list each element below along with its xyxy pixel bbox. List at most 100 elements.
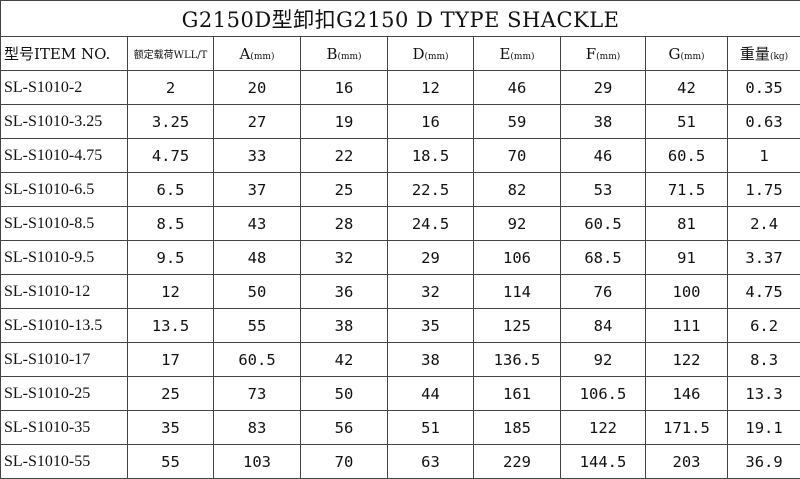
- value-cell: 106.5: [560, 376, 646, 411]
- value-cell: 16: [300, 70, 388, 105]
- value-cell: 136.5: [473, 342, 561, 377]
- value-cell: 48: [213, 240, 301, 275]
- value-cell: 82: [473, 172, 561, 207]
- header-row: 型号ITEM NO. 额定载荷WLL/T A(mm) B(mm) D(mm) E(mm) F…: [0, 36, 800, 71]
- value-cell: 36.9: [726, 444, 800, 479]
- value-cell: 55: [127, 444, 214, 479]
- value-cell: 37: [213, 172, 301, 207]
- value-cell: 32: [387, 274, 474, 309]
- value-cell: 1: [726, 138, 800, 173]
- value-cell: 4.75: [726, 274, 800, 309]
- column-header-label: 额定载荷WLL/T: [133, 50, 208, 61]
- value-cell: 91: [645, 240, 728, 275]
- value-cell: 13.5: [127, 308, 214, 343]
- value-cell: 111: [645, 308, 728, 343]
- value-cell: 2: [127, 70, 214, 105]
- column-header-label: F: [585, 44, 597, 63]
- column-header: 额定载荷WLL/T: [127, 36, 214, 71]
- value-cell: 3.25: [127, 104, 214, 139]
- table-body: SL-S1010-2 2 20 16 12 46 29 42 0.35 SL-S1010-3.25…: [0, 70, 800, 479]
- column-header-label: 型号ITEM NO.: [4, 45, 111, 63]
- column-header-unit: (mm): [337, 51, 362, 62]
- value-cell: 22: [300, 138, 388, 173]
- value-cell: 81: [645, 206, 728, 241]
- column-header-unit: (mm): [596, 51, 621, 62]
- value-cell: 83: [213, 410, 301, 445]
- value-cell: 24.5: [387, 206, 474, 241]
- value-cell: 25: [300, 172, 388, 207]
- value-cell: 17: [127, 342, 214, 377]
- table-row: SL-S1010-8.5 8.5 43 28 24.5 92 60.5 81 2.4: [0, 206, 800, 241]
- value-cell: 122: [645, 342, 728, 377]
- table-row: SL-S1010-55 55 103 70 63 229 144.5 203 36.9: [0, 444, 800, 479]
- value-cell: 0.63: [726, 104, 800, 139]
- value-cell: 46: [473, 70, 561, 105]
- value-cell: 1.75: [726, 172, 800, 207]
- item-number-cell: SL-S1010-13.5: [0, 308, 128, 343]
- value-cell: 46: [560, 138, 646, 173]
- value-cell: 73: [213, 376, 301, 411]
- value-cell: 8.5: [127, 206, 214, 241]
- value-cell: 203: [645, 444, 728, 479]
- value-cell: 19.1: [726, 410, 800, 445]
- item-number-cell: SL-S1010-55: [0, 444, 128, 479]
- value-cell: 35: [127, 410, 214, 445]
- value-cell: 71.5: [645, 172, 728, 207]
- table-row: SL-S1010-13.5 13.5 55 38 35 125 84 111 6.2: [0, 308, 800, 343]
- value-cell: 12: [387, 70, 474, 105]
- table-row: SL-S1010-6.5 6.5 37 25 22.5 82 53 71.5 1.75: [0, 172, 800, 207]
- value-cell: 28: [300, 206, 388, 241]
- table-row: SL-S1010-9.5 9.5 48 32 29 106 68.5 91 3.37: [0, 240, 800, 275]
- value-cell: 106: [473, 240, 561, 275]
- column-header-label: 重量: [739, 45, 770, 63]
- value-cell: 171.5: [645, 410, 728, 445]
- value-cell: 60.5: [560, 206, 646, 241]
- value-cell: 32: [300, 240, 388, 275]
- table-row: SL-S1010-35 35 83 56 51 185 122 171.5 19.1: [0, 410, 800, 445]
- value-cell: 125: [473, 308, 561, 343]
- value-cell: 2.4: [726, 206, 800, 241]
- value-cell: 114: [473, 274, 561, 309]
- column-header-label: E: [499, 44, 511, 63]
- column-header-label: D: [412, 44, 425, 63]
- column-header: D(mm): [387, 36, 474, 71]
- value-cell: 8.3: [726, 342, 800, 377]
- column-header-unit: (mm): [424, 51, 449, 62]
- value-cell: 42: [645, 70, 728, 105]
- column-header-unit: (mm): [250, 51, 275, 62]
- value-cell: 3.37: [726, 240, 800, 275]
- column-header: F(mm): [560, 36, 646, 71]
- value-cell: 29: [560, 70, 646, 105]
- value-cell: 84: [560, 308, 646, 343]
- value-cell: 185: [473, 410, 561, 445]
- value-cell: 35: [387, 308, 474, 343]
- column-header: G(mm): [645, 36, 728, 71]
- column-header-unit: (kg): [769, 52, 789, 62]
- value-cell: 6.2: [726, 308, 800, 343]
- column-header-unit: (mm): [680, 51, 705, 62]
- value-cell: 4.75: [127, 138, 214, 173]
- column-header: A(mm): [213, 36, 301, 71]
- value-cell: 53: [560, 172, 646, 207]
- column-header-label: B: [326, 44, 338, 63]
- value-cell: 146: [645, 376, 728, 411]
- value-cell: 59: [473, 104, 561, 139]
- value-cell: 16: [387, 104, 474, 139]
- value-cell: 42: [300, 342, 388, 377]
- value-cell: 38: [300, 308, 388, 343]
- item-number-cell: SL-S1010-9.5: [0, 240, 128, 275]
- item-number-cell: SL-S1010-6.5: [0, 172, 128, 207]
- item-number-cell: SL-S1010-25: [0, 376, 128, 411]
- table-row: SL-S1010-3.25 3.25 27 19 16 59 38 51 0.63: [0, 104, 800, 139]
- column-header: 型号ITEM NO.: [0, 36, 128, 71]
- table-row: SL-S1010-2 2 20 16 12 46 29 42 0.35: [0, 70, 800, 105]
- value-cell: 60.5: [213, 342, 301, 377]
- value-cell: 33: [213, 138, 301, 173]
- column-header-label: A: [239, 44, 251, 63]
- column-header: B(mm): [300, 36, 388, 71]
- column-header-unit: (mm): [510, 51, 535, 62]
- table-row: SL-S1010-12 12 50 36 32 114 76 100 4.75: [0, 274, 800, 309]
- item-number-cell: SL-S1010-17: [0, 342, 128, 377]
- table-row: SL-S1010-25 25 73 50 44 161 106.5 146 13.3: [0, 376, 800, 411]
